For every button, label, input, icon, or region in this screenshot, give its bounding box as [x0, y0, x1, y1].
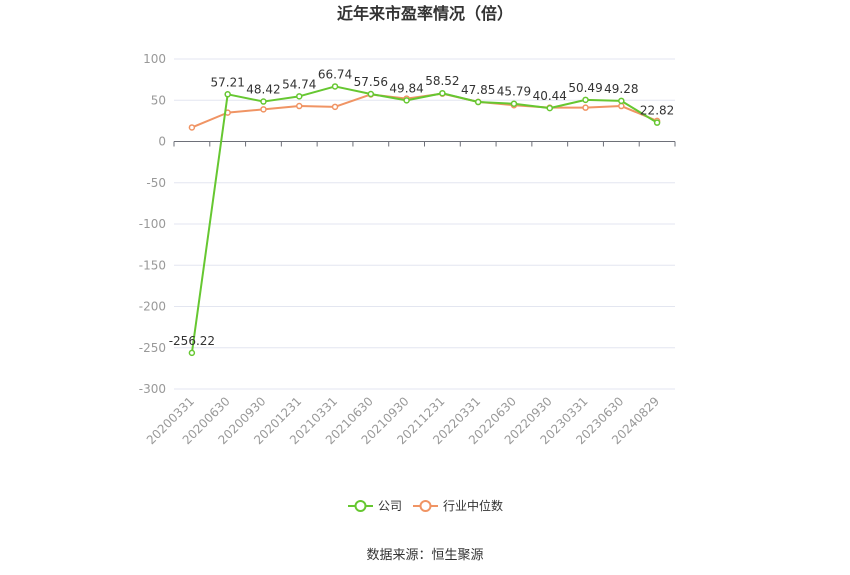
y-tick-label: 50 [151, 93, 166, 107]
y-tick-label: -250 [139, 341, 166, 355]
y-tick-label: -100 [139, 217, 166, 231]
chart-title: 近年来市盈率情况（倍） [337, 4, 513, 23]
data-source: 数据来源：恒生聚源 [366, 548, 483, 563]
company-point [403, 97, 410, 104]
company-data-label: 22.82 [640, 104, 674, 118]
grid-lines [174, 58, 675, 390]
company-data-label: 48.42 [246, 83, 280, 97]
company-point [582, 96, 589, 104]
company-point [653, 119, 661, 126]
company-data-label: 54.74 [282, 77, 316, 91]
company-point [296, 93, 303, 100]
company-point [618, 97, 625, 105]
company-data-label: -256.22 [169, 334, 215, 348]
company-data-label: 49.28 [604, 82, 638, 96]
company-point [260, 98, 267, 105]
y-axis: 100 50 0 -50 -100 -150 -200 -250 -300 [139, 52, 166, 396]
company-data-label: 66.74 [318, 67, 352, 81]
company-point [474, 98, 482, 106]
y-tick-label: -150 [139, 258, 166, 272]
legend-marker-industry-median [419, 500, 432, 512]
legend[interactable]: 公司 行业中位数 [348, 498, 503, 513]
industry-median-point [260, 106, 267, 113]
industry-median-point [188, 124, 196, 131]
x-axis: 2020033120200630202009302020123120210331… [144, 141, 676, 447]
y-tick-label: 0 [158, 135, 166, 149]
industry-median-point [618, 102, 625, 110]
legend-marker-company [354, 500, 367, 512]
y-tick-label: -50 [146, 176, 166, 190]
company-data-label: 45.79 [497, 85, 531, 99]
company-point [510, 100, 518, 107]
company-data-label: 57.56 [354, 75, 388, 89]
series-group [188, 83, 661, 357]
company-data-label: 50.49 [568, 81, 602, 95]
company-point [224, 91, 231, 98]
company-data-label: 58.52 [425, 74, 459, 88]
series-line-company [190, 85, 658, 354]
y-tick-label: -200 [139, 300, 166, 314]
legend-item-industry-median[interactable]: 行业中位数 [413, 498, 503, 513]
industry-median-point [582, 104, 589, 111]
y-tick-label: -300 [139, 382, 166, 396]
legend-item-company[interactable]: 公司 [348, 499, 402, 513]
company-data-label: 49.84 [389, 81, 423, 95]
company-data-label: 57.21 [210, 75, 244, 89]
legend-label-industry-median: 行业中位数 [443, 498, 503, 513]
y-tick-label: 100 [143, 52, 166, 66]
industry-median-point [296, 102, 303, 110]
company-data-label: 40.44 [533, 89, 567, 103]
legend-label-company: 公司 [378, 499, 402, 513]
company-point [439, 89, 446, 97]
company-point [331, 83, 339, 90]
industry-median-point [331, 103, 339, 111]
company-point [188, 349, 196, 357]
company-point [367, 90, 375, 98]
company-point [546, 104, 553, 112]
company-data-label: 47.85 [461, 83, 495, 97]
